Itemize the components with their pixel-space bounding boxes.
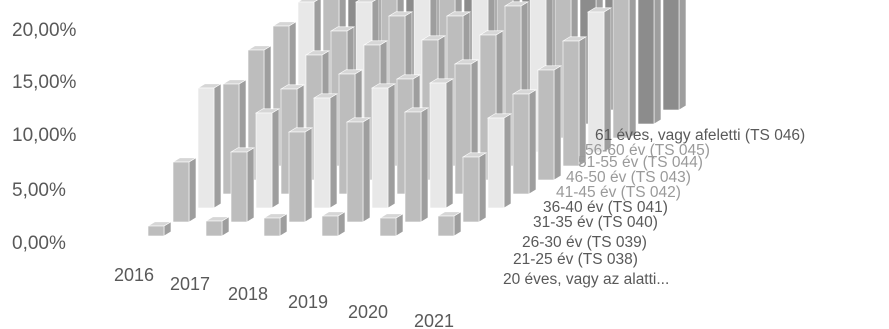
y-axis: 0,00% 5,00% 10,00% 15,00% 20,00% bbox=[12, 20, 77, 254]
series-label: 21-25 év (TS 038) bbox=[513, 251, 638, 268]
bar-2021-s1 bbox=[438, 212, 461, 236]
bar-2017-s2 bbox=[231, 148, 254, 222]
x-tick-label: 2018 bbox=[228, 284, 268, 304]
bar-2021-s9 bbox=[638, 0, 661, 124]
x-tick-label: 2016 bbox=[114, 265, 154, 285]
bar-2019-s1 bbox=[322, 212, 345, 236]
y-tick-label: 5,00% bbox=[12, 180, 66, 201]
bar-2021-s5 bbox=[538, 66, 561, 180]
series-label: 31-35 év (TS 040) bbox=[533, 214, 658, 231]
bar-2021-s4 bbox=[513, 90, 536, 194]
bar-2021-s8 bbox=[613, 0, 636, 138]
bar-2021-s6 bbox=[563, 37, 586, 166]
series-label: 56-60 év (TS 045) bbox=[585, 142, 710, 159]
bar-2018-s2 bbox=[289, 128, 312, 222]
series-label: 41-45 év (TS 042) bbox=[556, 184, 681, 201]
bar-2018-s1 bbox=[264, 214, 287, 236]
bar-2017-s3 bbox=[256, 109, 279, 208]
series-label: 61 éves, vagy afeletti (TS 046) bbox=[595, 127, 805, 144]
bar-2021-s3 bbox=[488, 114, 511, 208]
y-tick-label: 20,00% bbox=[12, 20, 77, 41]
bar-2020-s1 bbox=[380, 214, 403, 236]
bar-2016-s1 bbox=[148, 222, 171, 236]
series-label: 20 éves, vagy az alatti... bbox=[503, 271, 669, 288]
x-axis: 2016 2017 2018 2019 2020 2021 bbox=[114, 265, 454, 329]
x-tick-label: 2021 bbox=[414, 311, 454, 329]
y-tick-label: 0,00% bbox=[12, 233, 66, 254]
bar-2016-s3 bbox=[198, 84, 221, 208]
x-tick-label: 2020 bbox=[348, 302, 388, 322]
bar-2018-s3 bbox=[314, 94, 337, 208]
bar-2020-s2 bbox=[405, 108, 428, 222]
y-tick-label: 10,00% bbox=[12, 125, 77, 146]
series-label: 36-40 év (TS 041) bbox=[543, 199, 668, 216]
bar-2019-s2 bbox=[347, 118, 370, 222]
series-label: 26-30 év (TS 039) bbox=[522, 234, 647, 251]
y-tick-label: 15,00% bbox=[12, 72, 77, 93]
bar-2016-s2 bbox=[173, 158, 196, 222]
series-label: 46-50 év (TS 043) bbox=[566, 169, 691, 186]
bar-2021-s2 bbox=[463, 153, 486, 222]
bar-2019-s3 bbox=[372, 84, 395, 208]
x-tick-label: 2019 bbox=[288, 292, 328, 312]
bar-2020-s3 bbox=[430, 79, 453, 208]
x-tick-label: 2017 bbox=[170, 274, 210, 294]
bar-2017-s1 bbox=[206, 217, 229, 236]
bar-2021-s10 bbox=[663, 0, 686, 110]
